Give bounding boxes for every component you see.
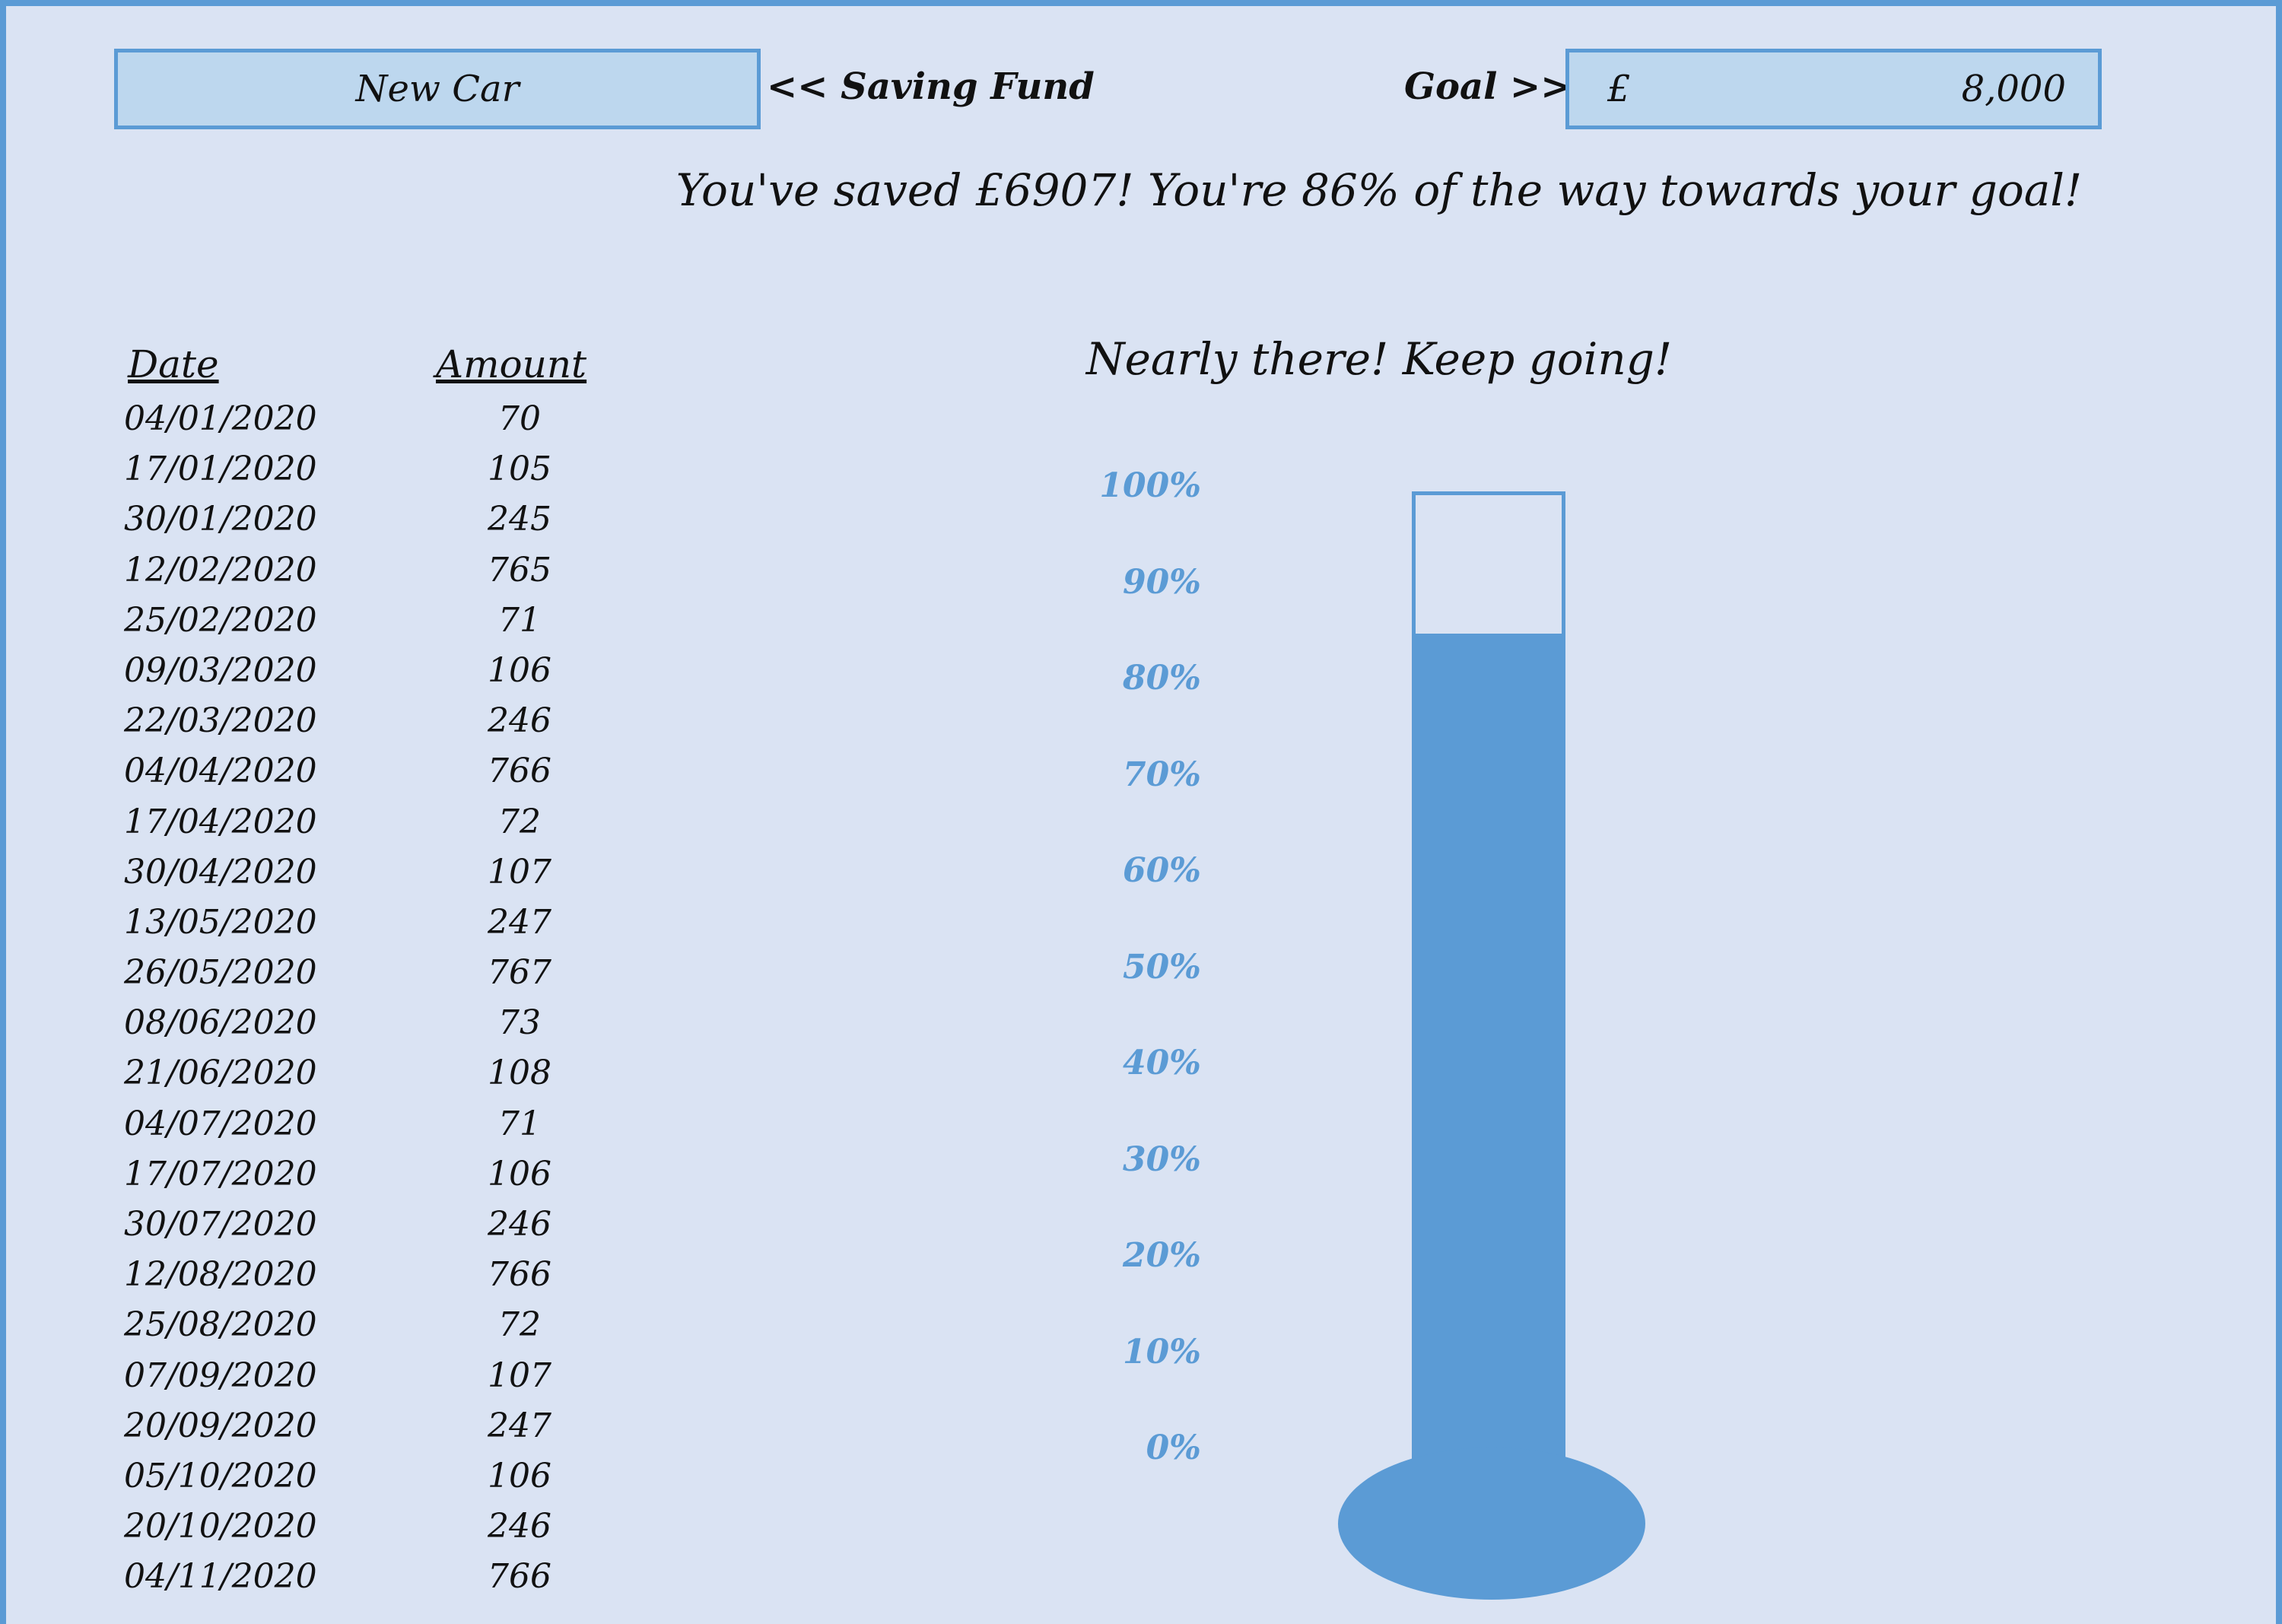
date-cell[interactable]: 07/09/2020 <box>124 1355 317 1395</box>
fund-name-cell[interactable]: New Car <box>114 49 761 129</box>
date-cell[interactable]: 08/06/2020 <box>124 1003 317 1043</box>
table-row: 13/05/2020 247 <box>6 903 691 953</box>
table-row: 04/11/2020 766 <box>6 1557 691 1607</box>
amount-cell[interactable]: 70 <box>498 399 541 438</box>
amount-cell[interactable]: 766 <box>488 752 551 791</box>
date-cell[interactable]: 21/06/2020 <box>124 1054 317 1093</box>
date-cell[interactable]: 17/07/2020 <box>124 1154 317 1193</box>
table-row: 30/07/2020 246 <box>6 1205 691 1255</box>
table-row: 08/06/2020 73 <box>6 1003 691 1054</box>
table-row: 17/01/2020 105 <box>6 450 691 500</box>
table-row: 25/02/2020 71 <box>6 601 691 651</box>
amount-cell[interactable]: 73 <box>498 1003 541 1043</box>
date-cell[interactable]: 04/01/2020 <box>124 399 317 438</box>
progress-message: You've saved £6907! You're 86% of the wa… <box>675 164 2083 216</box>
savings-table: 04/01/2020 70 17/01/2020 105 30/01/2020 245… <box>6 399 691 1608</box>
amount-cell[interactable]: 766 <box>488 1557 551 1597</box>
amount-cell[interactable]: 107 <box>488 852 551 891</box>
scale-tick-label: 10% <box>1122 1333 1201 1371</box>
amount-cell[interactable]: 766 <box>488 1255 551 1295</box>
scale-tick-label: 70% <box>1122 755 1201 794</box>
table-row: 04/04/2020 766 <box>6 752 691 802</box>
table-row: 25/08/2020 72 <box>6 1305 691 1355</box>
date-cell[interactable]: 30/07/2020 <box>124 1205 317 1244</box>
amount-cell[interactable]: 246 <box>488 1507 551 1546</box>
date-cell[interactable]: 25/08/2020 <box>124 1305 317 1345</box>
amount-cell[interactable]: 71 <box>498 1104 541 1143</box>
date-cell[interactable]: 13/05/2020 <box>124 902 317 942</box>
scale-tick-label: 30% <box>1122 1140 1201 1179</box>
goal-value: 8,000 <box>1961 68 2066 110</box>
table-row: 04/01/2020 70 <box>6 399 691 450</box>
date-cell[interactable]: 26/05/2020 <box>124 953 317 993</box>
fund-name: New Car <box>355 68 520 110</box>
scale-tick-label: 100% <box>1099 466 1201 505</box>
table-row: 12/02/2020 765 <box>6 551 691 601</box>
table-row: 21/06/2020 108 <box>6 1054 691 1104</box>
table-row: 12/08/2020 766 <box>6 1255 691 1305</box>
date-cell[interactable]: 12/08/2020 <box>124 1255 317 1295</box>
amount-cell[interactable]: 106 <box>488 1154 551 1193</box>
amount-cell[interactable]: 765 <box>488 550 551 590</box>
table-row: 20/09/2020 247 <box>6 1406 691 1457</box>
date-cell[interactable]: 20/09/2020 <box>124 1406 317 1445</box>
amount-cell[interactable]: 246 <box>488 701 551 741</box>
date-cell[interactable]: 04/04/2020 <box>124 752 317 791</box>
amount-cell[interactable]: 71 <box>498 600 541 640</box>
table-row: 30/04/2020 107 <box>6 853 691 903</box>
amount-cell[interactable]: 106 <box>488 1456 551 1495</box>
amount-cell[interactable]: 72 <box>498 802 541 841</box>
date-cell[interactable]: 22/03/2020 <box>124 701 317 741</box>
goal-label: Goal >> <box>1404 65 1572 108</box>
amount-cell[interactable]: 72 <box>498 1305 541 1345</box>
scale-tick-label: 40% <box>1122 1044 1201 1082</box>
table-row: 04/07/2020 71 <box>6 1104 691 1155</box>
encouragement-message: Nearly there! Keep going! <box>1085 333 1673 385</box>
date-cell[interactable]: 04/07/2020 <box>124 1104 317 1143</box>
amount-cell[interactable]: 106 <box>488 650 551 690</box>
amount-column-header: Amount <box>436 342 587 386</box>
thermometer-tube <box>1412 491 1565 1488</box>
scale-tick-label: 20% <box>1122 1236 1201 1275</box>
date-column-header: Date <box>128 342 219 386</box>
table-row: 30/01/2020 245 <box>6 500 691 550</box>
date-cell[interactable]: 30/04/2020 <box>124 852 317 891</box>
date-cell[interactable]: 12/02/2020 <box>124 550 317 590</box>
table-row: 17/07/2020 106 <box>6 1155 691 1205</box>
scale-tick-label: 60% <box>1122 851 1201 890</box>
date-cell[interactable]: 20/10/2020 <box>124 1507 317 1546</box>
date-cell[interactable]: 17/04/2020 <box>124 802 317 841</box>
goal-currency: £ <box>1607 68 1631 110</box>
scale-tick-label: 50% <box>1122 948 1201 987</box>
table-row: 22/03/2020 246 <box>6 701 691 752</box>
date-cell[interactable]: 17/01/2020 <box>124 450 317 489</box>
scale-tick-label: 90% <box>1122 563 1201 602</box>
date-cell[interactable]: 25/02/2020 <box>124 600 317 640</box>
date-cell[interactable]: 04/11/2020 <box>124 1557 317 1597</box>
scale-tick-label: 80% <box>1122 659 1201 698</box>
table-row: 26/05/2020 767 <box>6 953 691 1003</box>
amount-cell[interactable]: 107 <box>488 1355 551 1395</box>
table-row: 20/10/2020 246 <box>6 1507 691 1557</box>
thermometer-fill <box>1416 634 1562 1484</box>
amount-cell[interactable]: 105 <box>488 450 551 489</box>
amount-cell[interactable]: 245 <box>488 500 551 539</box>
table-row: 17/04/2020 72 <box>6 802 691 853</box>
goal-cell[interactable]: £ 8,000 <box>1565 49 2102 129</box>
thermometer-bulb <box>1338 1448 1645 1600</box>
table-row: 07/09/2020 107 <box>6 1356 691 1406</box>
date-cell[interactable]: 09/03/2020 <box>124 650 317 690</box>
amount-cell[interactable]: 767 <box>488 953 551 993</box>
scale-tick-label: 0% <box>1146 1429 1201 1467</box>
date-cell[interactable]: 05/10/2020 <box>124 1456 317 1495</box>
amount-cell[interactable]: 108 <box>488 1054 551 1093</box>
table-row: 05/10/2020 106 <box>6 1457 691 1507</box>
amount-cell[interactable]: 247 <box>488 1406 551 1445</box>
saving-fund-label: << Saving Fund <box>767 65 1095 108</box>
amount-cell[interactable]: 247 <box>488 902 551 942</box>
date-cell[interactable]: 30/01/2020 <box>124 500 317 539</box>
table-row: 09/03/2020 106 <box>6 651 691 701</box>
amount-cell[interactable]: 246 <box>488 1205 551 1244</box>
